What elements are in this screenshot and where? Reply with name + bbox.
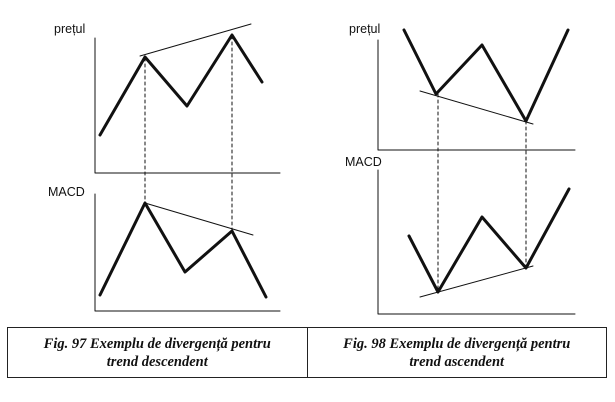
fig97-price-line — [98, 33, 264, 137]
fig97-caption-line1: Fig. 97 Exemplu de divergență pentru — [43, 335, 271, 352]
fig98-macd-trendline — [419, 265, 534, 298]
fig98-price-label: prețul — [349, 22, 380, 36]
fig97-price-panel — [94, 23, 281, 174]
fig98-price-line — [402, 28, 570, 123]
fig97-price-trendline — [139, 23, 252, 57]
fig98-caption-line2: trend ascendent — [409, 353, 505, 370]
fig97-price-label: prețul — [54, 22, 85, 36]
fig98-macd-label: MACD — [345, 155, 382, 169]
fig97-price-axes — [94, 37, 281, 174]
fig98-macd-panel — [377, 169, 576, 315]
fig97-macd-label: MACD — [48, 185, 85, 199]
fig98-macd-line — [407, 187, 571, 294]
fig97-macd-trendline — [144, 202, 254, 236]
fig98-price-panel — [377, 28, 576, 151]
fig97-caption: Fig. 97 Exemplu de divergență pentru tre… — [8, 328, 307, 377]
fig98-price-axes — [377, 39, 576, 151]
fig97-macd-line — [98, 201, 268, 299]
fig98-caption-line1: Fig. 98 Exemplu de divergență pentru — [343, 335, 571, 352]
fig98-macd-axes — [377, 169, 576, 315]
fig98-price-trendline — [419, 90, 534, 125]
caption-table: Fig. 97 Exemplu de divergență pentru tre… — [7, 327, 607, 378]
fig97-caption-line2: trend descendent — [106, 353, 208, 370]
fig98-caption: Fig. 98 Exemplu de divergență pentru tre… — [306, 328, 607, 377]
fig97-macd-panel — [94, 193, 281, 312]
fig97-macd-axes — [94, 193, 281, 312]
